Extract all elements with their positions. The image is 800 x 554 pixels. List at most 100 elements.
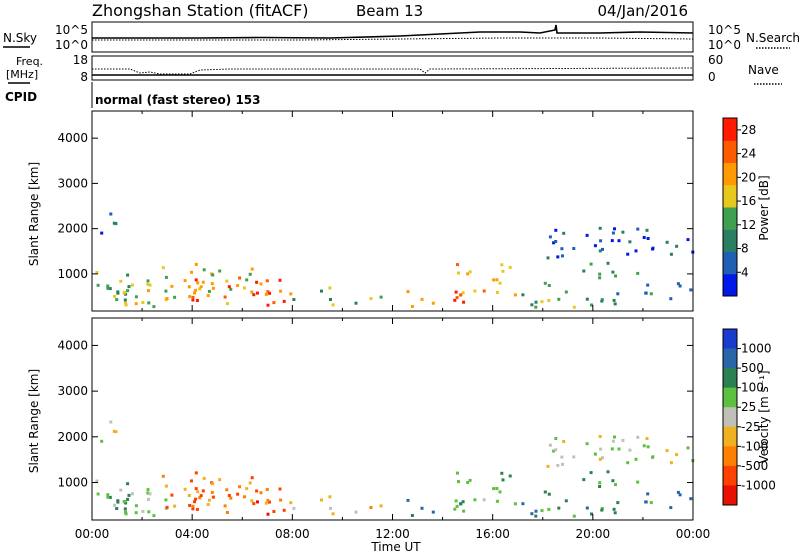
range-cell xyxy=(126,273,130,277)
range-cell xyxy=(123,291,127,295)
range-cell xyxy=(616,292,620,296)
range-cell xyxy=(572,514,576,518)
range-cell xyxy=(100,231,104,235)
range-cell xyxy=(113,294,117,298)
range-cell xyxy=(547,299,551,302)
range-cell xyxy=(645,228,649,232)
range-cell xyxy=(456,471,459,475)
range-cell xyxy=(194,497,198,501)
range-cell xyxy=(320,289,323,293)
y-tick-label: 1000 xyxy=(57,476,88,490)
range-cell xyxy=(455,504,459,508)
range-cell xyxy=(455,296,459,300)
range-cell xyxy=(255,489,259,493)
range-cell xyxy=(126,289,130,293)
range-cell xyxy=(454,290,458,294)
range-cell xyxy=(164,275,168,279)
velocity-ylabel: Slant Range [km] xyxy=(27,369,41,473)
range-cell xyxy=(229,496,233,500)
sky-right-tick-bottom: 10^0 xyxy=(708,38,741,52)
range-cell xyxy=(644,291,648,295)
range-cell xyxy=(495,278,499,282)
range-cell xyxy=(593,452,597,456)
range-cell xyxy=(289,292,293,296)
range-cell xyxy=(598,272,602,276)
colorbar-tick-label: 12 xyxy=(741,218,756,232)
range-cell xyxy=(134,511,138,515)
range-cell xyxy=(173,295,177,299)
range-cell xyxy=(266,498,270,502)
range-cell xyxy=(123,507,127,511)
range-cell xyxy=(152,305,156,309)
colorbar-tick-label: -500 xyxy=(741,459,768,473)
range-cell xyxy=(562,231,566,235)
range-cell xyxy=(585,297,589,301)
range-cell xyxy=(546,464,550,468)
range-cell xyxy=(191,295,195,299)
range-cell xyxy=(646,492,650,496)
range-cell xyxy=(600,299,604,303)
range-cell xyxy=(582,269,586,273)
range-cell xyxy=(195,299,199,302)
colorbar-segment xyxy=(723,207,737,230)
range-cell xyxy=(482,498,486,502)
range-cell xyxy=(211,495,215,499)
range-cell xyxy=(431,510,435,514)
range-cell xyxy=(289,501,293,505)
colorbar-tick-label: 4 xyxy=(741,265,749,279)
range-cell xyxy=(466,481,470,484)
range-cell xyxy=(201,280,205,284)
range-cell xyxy=(498,490,502,494)
colorbar-segment xyxy=(723,368,737,389)
range-cell xyxy=(134,302,138,306)
range-cell xyxy=(543,281,547,285)
range-cell xyxy=(190,479,193,483)
range-cell xyxy=(256,291,259,295)
range-cell xyxy=(461,291,465,295)
velocity-y-ticks: 1000 2000 3000 4000 xyxy=(57,338,693,490)
range-cell xyxy=(676,490,680,494)
range-cell xyxy=(552,449,556,453)
range-cell xyxy=(598,457,602,461)
range-cell xyxy=(146,282,150,286)
range-cell xyxy=(252,502,256,506)
time-tick-label: 04:00 xyxy=(175,527,210,541)
time-tick-label: 20:00 xyxy=(576,527,611,541)
range-cell xyxy=(598,485,602,488)
range-cell xyxy=(521,293,525,297)
range-cell xyxy=(152,514,156,518)
sky-count-line xyxy=(92,24,694,39)
range-cell xyxy=(669,297,673,301)
colorbar-tick-label: -1000 xyxy=(741,478,776,492)
freq-label: Freq. xyxy=(16,55,43,68)
range-cell xyxy=(649,292,653,296)
range-cell xyxy=(259,282,263,286)
range-cell xyxy=(562,440,566,443)
nave-line xyxy=(92,67,694,75)
range-cell xyxy=(457,480,460,484)
range-cell xyxy=(115,507,119,510)
station-title: Zhongshan Station (fitACF) xyxy=(92,1,309,20)
range-cell xyxy=(328,495,332,499)
range-cell xyxy=(610,239,614,243)
range-cell xyxy=(501,269,505,273)
range-cell xyxy=(195,507,199,511)
range-cell xyxy=(498,281,502,285)
colorbar-tick-label: 25 xyxy=(741,400,756,414)
range-cell xyxy=(227,494,231,497)
range-cell xyxy=(678,493,682,497)
range-cell xyxy=(141,509,145,513)
y-tick-label: 3000 xyxy=(57,176,88,190)
range-cell xyxy=(193,291,196,295)
range-cell xyxy=(554,448,558,452)
range-cell xyxy=(689,288,693,292)
colorbar-segment xyxy=(723,229,737,252)
range-cell xyxy=(248,481,252,485)
range-cell xyxy=(95,479,99,483)
range-cell xyxy=(119,279,123,283)
range-cell xyxy=(606,261,610,265)
range-cell xyxy=(106,284,110,288)
range-cell xyxy=(642,236,646,239)
range-cell xyxy=(572,247,576,250)
